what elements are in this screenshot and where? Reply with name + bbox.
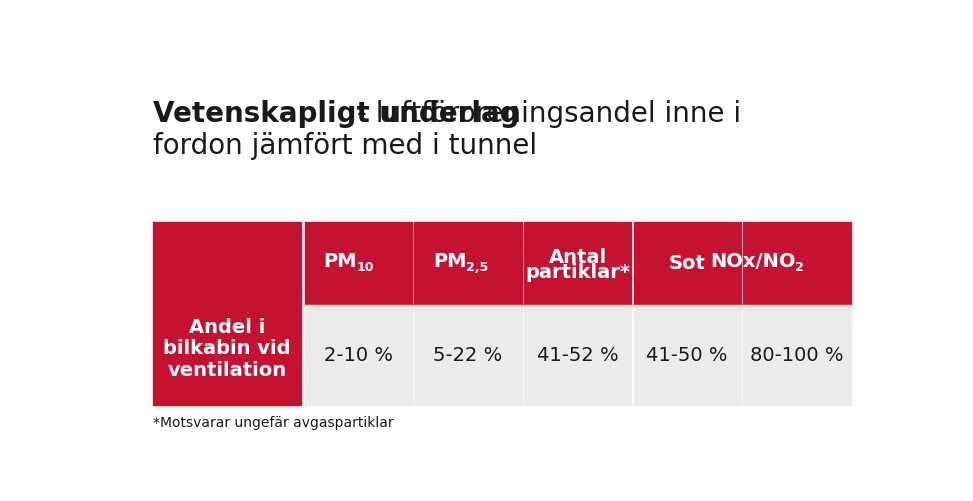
Bar xyxy=(305,222,412,305)
Text: 2: 2 xyxy=(795,261,804,274)
Text: NOx/NO: NOx/NO xyxy=(710,252,795,271)
Bar xyxy=(414,222,522,305)
Text: PM: PM xyxy=(433,252,466,271)
Text: bilkabin vid: bilkabin vid xyxy=(163,339,291,358)
Bar xyxy=(743,222,850,305)
Bar xyxy=(523,305,631,405)
Text: Vetenskapligt underlag: Vetenskapligt underlag xyxy=(154,100,520,128)
Text: *Motsvarar ungefär avgaspartiklar: *Motsvarar ungefär avgaspartiklar xyxy=(154,416,394,430)
Text: 10: 10 xyxy=(357,261,375,274)
Bar xyxy=(305,305,412,405)
Text: ventilation: ventilation xyxy=(167,361,287,380)
Text: 41-52 %: 41-52 % xyxy=(537,346,619,365)
Bar xyxy=(154,305,302,405)
Text: 80-100 %: 80-100 % xyxy=(750,346,844,365)
Bar xyxy=(154,222,302,305)
Text: 2,5: 2,5 xyxy=(466,261,488,274)
Text: Andel i: Andel i xyxy=(189,318,266,337)
Bar xyxy=(633,222,740,305)
Text: 5-22 %: 5-22 % xyxy=(433,346,503,365)
Text: 2-10 %: 2-10 % xyxy=(324,346,393,365)
Text: fordon jämfört med i tunnel: fordon jämfört med i tunnel xyxy=(154,132,537,160)
Bar xyxy=(743,305,850,405)
Text: Antal: Antal xyxy=(549,247,606,267)
Text: partiklar*: partiklar* xyxy=(525,263,631,282)
Text: - luftföroreningsandel inne i: - luftföroreningsandel inne i xyxy=(348,100,741,128)
Text: Sot: Sot xyxy=(668,254,705,273)
Text: PM: PM xyxy=(323,252,357,271)
Bar xyxy=(633,305,740,405)
Bar xyxy=(523,222,631,305)
Bar xyxy=(414,305,522,405)
Text: 41-50 %: 41-50 % xyxy=(646,346,728,365)
